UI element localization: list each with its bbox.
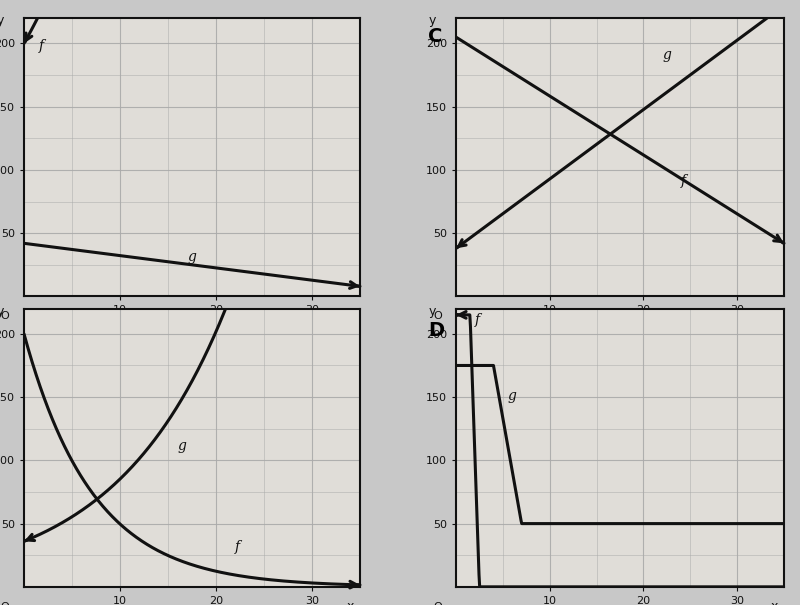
Text: x: x [771, 309, 778, 322]
Text: x: x [346, 309, 354, 322]
Text: y: y [0, 15, 4, 27]
Text: x: x [771, 600, 778, 605]
Text: x: x [346, 600, 354, 605]
Text: f: f [474, 313, 480, 327]
Text: f: f [38, 39, 43, 53]
Text: f: f [681, 174, 686, 188]
Text: C: C [428, 27, 442, 47]
Text: O: O [433, 311, 442, 321]
Text: D: D [428, 321, 444, 340]
Text: f: f [235, 540, 240, 554]
Text: y: y [429, 305, 436, 318]
Text: O: O [433, 601, 442, 605]
Text: O: O [1, 601, 9, 605]
Text: g: g [178, 439, 186, 453]
Text: O: O [1, 311, 9, 321]
Text: y: y [0, 305, 4, 318]
Text: y: y [429, 15, 436, 27]
Text: g: g [662, 48, 671, 62]
Text: g: g [187, 250, 196, 264]
Text: g: g [507, 388, 517, 403]
